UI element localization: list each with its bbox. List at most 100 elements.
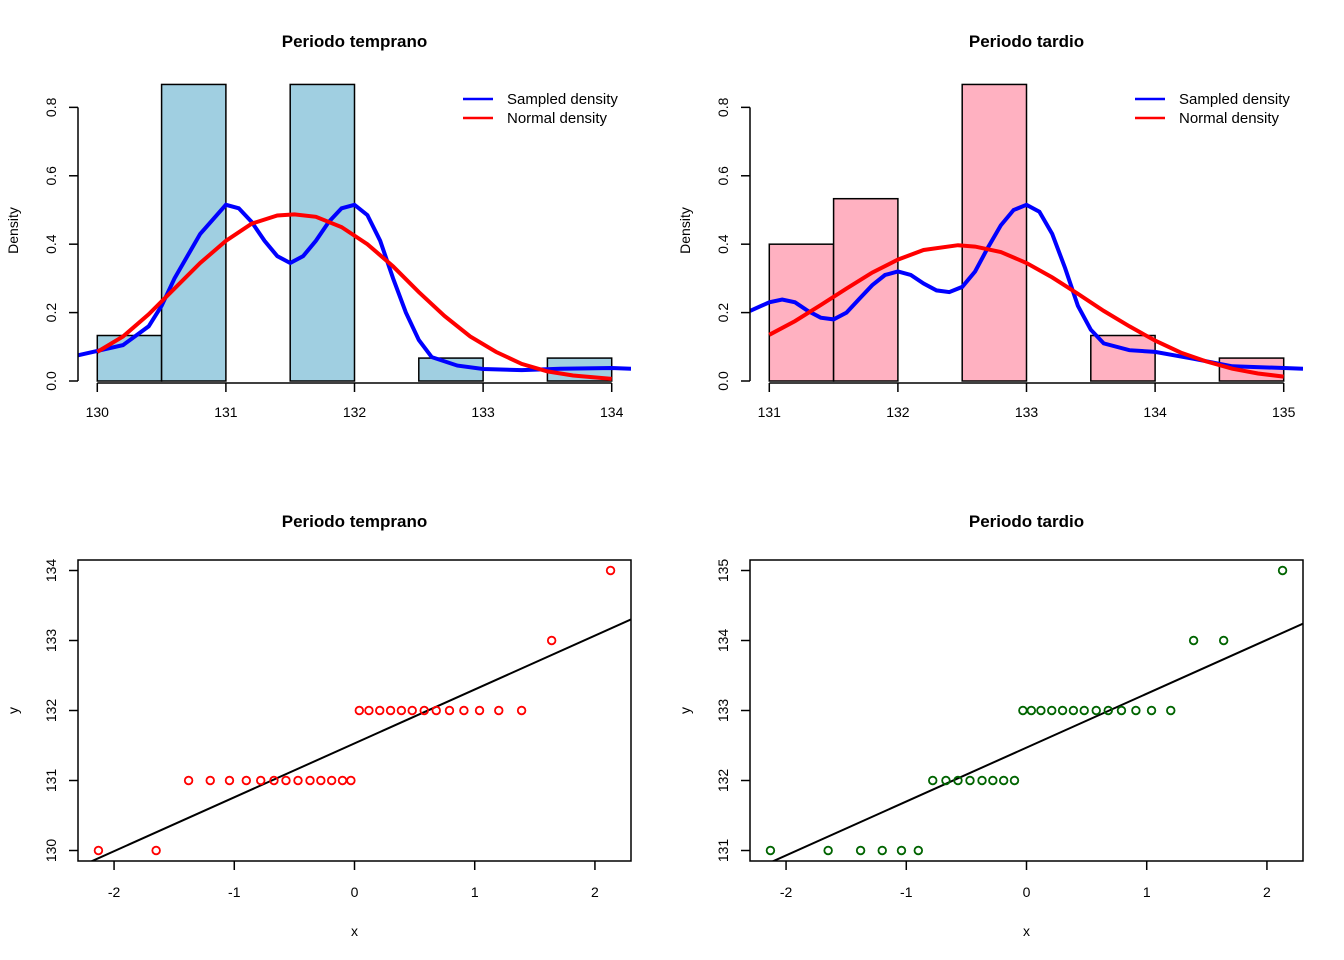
chart-panel-4: Periodo tardio y x -2 -1 0 1 2 131 132 133 134 135 (677, 512, 1304, 939)
qq-point (337, 775, 348, 786)
normal-density-line (96, 212, 612, 381)
y-tick-label: 0.2 (43, 303, 59, 323)
y-tick-label: 0.8 (43, 97, 59, 117)
qq-point (1116, 705, 1127, 716)
qq-point (953, 775, 963, 786)
x-tick-label: -2 (108, 884, 121, 900)
histogram-bar (96, 334, 163, 382)
qq-point (823, 845, 833, 856)
qq-point (1036, 705, 1046, 716)
y-tick-label: 0.6 (43, 166, 59, 186)
legend-label: Normal density (507, 110, 608, 127)
x-tick-label: 135 (1272, 404, 1296, 420)
x-tick-label: 2 (591, 884, 599, 900)
histogram-bar (768, 243, 835, 382)
qq-point (1218, 635, 1229, 646)
normal-density-line (768, 243, 1284, 379)
chart-panel-3: Periodo temprano y x -2 -1 0 1 2 130 131 132 133 134 (5, 512, 632, 939)
x-tick-label: 133 (1015, 404, 1039, 420)
qq-point (1146, 705, 1157, 716)
qq-point (494, 705, 504, 716)
qq-point (765, 845, 776, 856)
qq-point (407, 705, 417, 716)
qq-point (396, 705, 407, 716)
chart-title: Periodo temprano (282, 512, 427, 531)
y-axis-label: Density (5, 207, 21, 254)
y-axis-label: y (5, 707, 21, 714)
qq-point (224, 775, 235, 786)
chart-title: Periodo temprano (282, 32, 427, 51)
x-tick-label: 131 (758, 404, 782, 420)
qq-point (183, 775, 194, 786)
legend-label: Sampled density (507, 91, 618, 108)
qq-point (364, 705, 374, 716)
y-tick-label: 134 (43, 559, 59, 583)
legend-label: Normal density (1179, 110, 1280, 127)
y-tick-label: 0.0 (715, 371, 731, 391)
qq-point (1131, 705, 1141, 716)
plot-box (77, 559, 632, 862)
qq-point (431, 705, 441, 716)
x-tick-label: 132 (343, 404, 367, 420)
x-tick-label: 0 (351, 884, 359, 900)
y-tick-label: 133 (43, 629, 59, 653)
qq-point (346, 775, 356, 786)
y-tick-label: 0.2 (715, 303, 731, 323)
qq-reference-line (771, 622, 1303, 861)
chart-title: Periodo tardio (969, 512, 1084, 531)
qq-point (256, 775, 266, 786)
x-tick-label: 131 (214, 404, 238, 420)
qq-point (1079, 705, 1089, 716)
qq-point (1047, 705, 1057, 716)
x-tick-label: 134 (1143, 404, 1167, 420)
qq-point (444, 705, 455, 716)
qq-point (998, 775, 1009, 786)
qq-point (913, 845, 924, 856)
x-tick-label: 132 (886, 404, 910, 420)
qq-point (546, 635, 557, 646)
qq-point (316, 775, 326, 786)
qq-point (1166, 705, 1176, 716)
legend-label: Sampled density (1179, 91, 1290, 108)
qq-point (385, 705, 396, 716)
qq-point (877, 845, 887, 856)
x-axis-label: x (351, 923, 358, 939)
qq-point (93, 845, 104, 856)
y-tick-label: 135 (715, 559, 731, 583)
qq-point (1009, 775, 1020, 786)
x-tick-label: 1 (1143, 884, 1151, 900)
chart-panel-1: Periodo temprano Density 130 131 132 133 134 0.… (5, 32, 631, 420)
y-axis-label: y (677, 707, 693, 714)
legend: Sampled density Normal density (1135, 91, 1290, 127)
qq-point (474, 705, 485, 716)
x-tick-label: -2 (780, 884, 793, 900)
x-axis-label: x (1023, 923, 1030, 939)
y-tick-label: 131 (715, 839, 731, 863)
sampled-density-line (78, 202, 631, 373)
x-tick-label: 0 (1023, 884, 1031, 900)
qq-point (1103, 705, 1113, 716)
qq-point (459, 705, 469, 716)
qq-point (1026, 705, 1037, 716)
x-tick-label: 1 (471, 884, 479, 900)
qq-point (326, 775, 337, 786)
chart-title: Periodo tardio (969, 32, 1084, 51)
y-tick-label: 131 (43, 769, 59, 793)
y-axis-label: Density (677, 207, 693, 254)
histogram-bar (160, 83, 227, 382)
x-tick-label: 2 (1263, 884, 1271, 900)
qq-point (293, 775, 303, 786)
x-tick-label: -1 (228, 884, 241, 900)
qq-point (941, 775, 951, 786)
x-tick-label: -1 (900, 884, 913, 900)
qq-point (977, 775, 987, 786)
qq-point (605, 565, 616, 576)
qq-point (1018, 705, 1028, 716)
qq-point (151, 845, 161, 856)
qq-point (305, 775, 315, 786)
chart-panel-2: Periodo tardio Density 131 132 133 134 135 0.0 0… (677, 32, 1303, 420)
qq-point (988, 775, 998, 786)
qq-point (516, 705, 527, 716)
y-tick-label: 0.0 (43, 371, 59, 391)
